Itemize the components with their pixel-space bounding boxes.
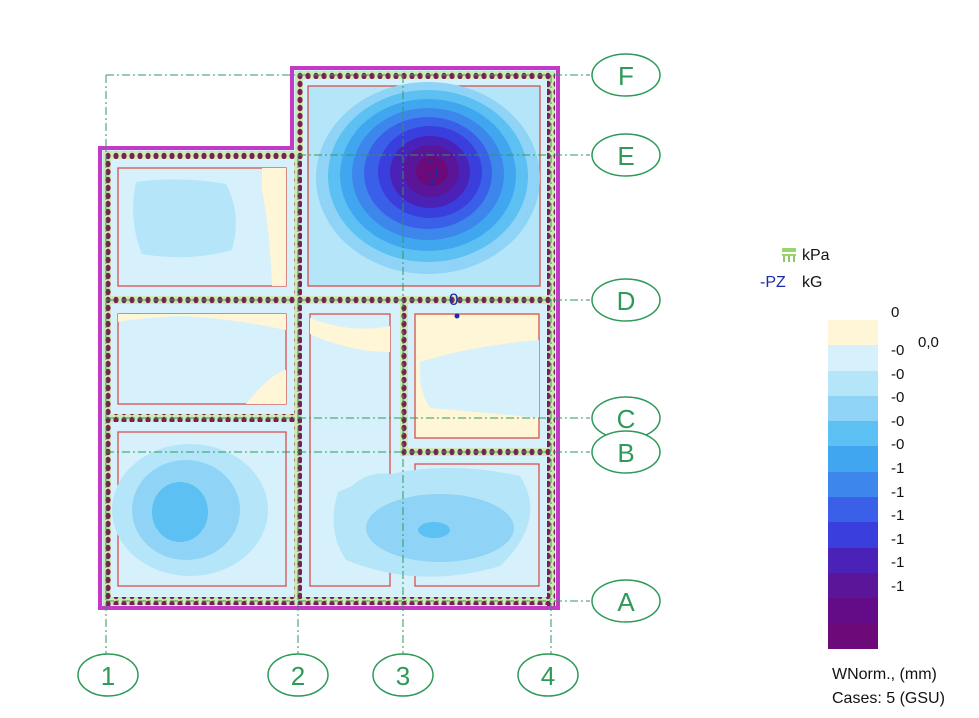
point-marker-mid: 0 <box>449 290 460 319</box>
svg-text:3: 3 <box>396 661 410 691</box>
panel-mid-right <box>414 313 540 439</box>
scale-swatch <box>828 421 878 447</box>
grid-lines <box>105 74 590 655</box>
scale-value: -0 <box>891 389 905 407</box>
scale-swatch <box>828 522 878 548</box>
quantity-label: WNorm., (mm) <box>832 666 937 683</box>
scale-swatch <box>828 497 878 523</box>
pz-unit: kG <box>802 274 823 291</box>
panel-mid-left <box>117 313 287 405</box>
svg-text:E: E <box>617 141 634 171</box>
grid-bubble-F[interactable]: F <box>591 53 661 97</box>
panel-top-left <box>117 167 287 287</box>
scale-swatch <box>828 370 878 396</box>
grid-bubble-A[interactable]: A <box>591 579 661 623</box>
svg-text:B: B <box>617 438 634 468</box>
grid-bubble-2[interactable]: 2 <box>267 653 329 697</box>
color-scale <box>828 320 878 649</box>
scale-swatch <box>828 320 878 346</box>
grid-bubble-D[interactable]: D <box>591 278 661 322</box>
panel-top-right <box>307 82 541 287</box>
grid-bubble-E[interactable]: E <box>591 133 661 177</box>
scale-value: -1 <box>891 460 905 477</box>
scale-swatch <box>828 345 878 371</box>
scale-value: -1 <box>891 507 905 525</box>
grid-bubble-4[interactable]: 4 <box>517 653 579 697</box>
svg-text:4: 4 <box>541 661 555 691</box>
scale-value: -0 <box>891 342 905 359</box>
marker-label-top: -1 <box>427 165 440 182</box>
scale-value: -1 <box>891 530 905 548</box>
svg-text:1: 1 <box>101 661 115 691</box>
scale-value: -1 <box>891 554 905 572</box>
grid-bubble-1[interactable]: 1 <box>77 653 139 697</box>
scale-swatch <box>828 572 878 599</box>
panel-bottom-left <box>112 431 287 587</box>
cases-label: Cases: 5 (GSU) <box>832 690 945 707</box>
scale-value: -0 <box>891 436 905 454</box>
svg-text:D: D <box>617 286 636 316</box>
scale-swatch <box>828 598 878 624</box>
point-marker-top: -1 <box>427 159 440 185</box>
svg-text:F: F <box>618 61 634 91</box>
scale-value: -1 <box>891 483 905 501</box>
svg-text:A: A <box>617 587 635 617</box>
scale-swatch <box>828 547 878 573</box>
scale-swatch <box>828 395 878 422</box>
scale-swatch <box>828 446 878 472</box>
scale-value: 0 <box>891 304 900 321</box>
scale-swatch <box>828 623 878 649</box>
surface-load-icon <box>780 246 798 264</box>
grid-bubble-3[interactable]: 3 <box>372 653 434 697</box>
load-unit: kPa <box>802 247 830 264</box>
scale-value: 0,0 <box>918 334 939 351</box>
grid-bubble-C[interactable]: C <box>591 396 661 440</box>
pz-label: -PZ <box>760 274 786 291</box>
grid-bubble-B[interactable]: B <box>591 430 661 474</box>
scale-value: -0 <box>891 365 905 383</box>
scale-swatch <box>828 471 878 498</box>
svg-text:C: C <box>617 404 636 434</box>
marker-label-mid: 0 <box>449 290 458 309</box>
svg-text:2: 2 <box>291 661 305 691</box>
scale-value: -0 <box>891 412 905 430</box>
scale-value: -1 <box>891 578 905 595</box>
